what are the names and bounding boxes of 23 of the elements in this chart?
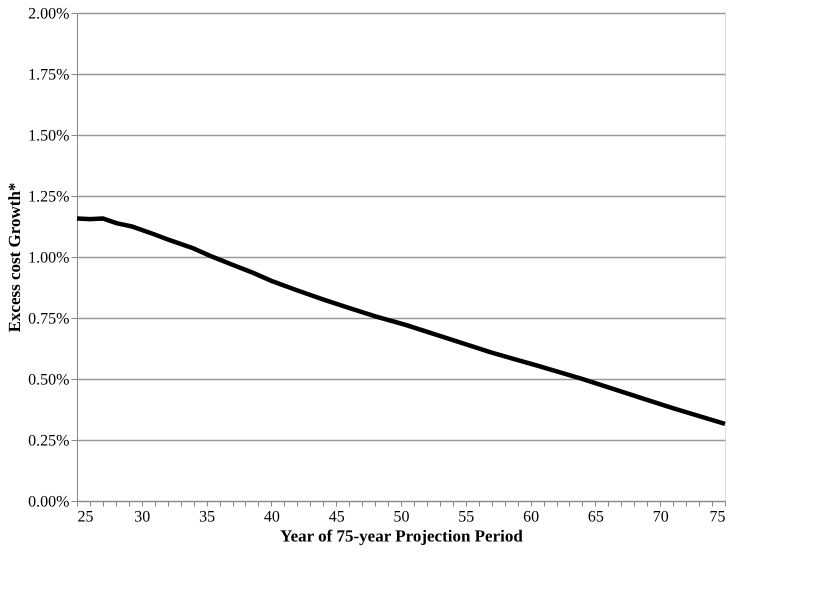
- y-tick-label: 0.00%: [28, 494, 70, 510]
- x-tick-label: 60: [523, 508, 540, 526]
- y-tick-label: 2.00%: [28, 6, 70, 22]
- line-series: [74, 216, 728, 426]
- x-tick-label: 75: [710, 508, 726, 526]
- y-tick-label: 0.25%: [28, 432, 70, 450]
- y-axis-title: Excess cost Growth*: [5, 182, 24, 332]
- x-tick-label: 50: [394, 508, 410, 526]
- y-tick-label: 1.00%: [28, 250, 70, 266]
- y-tick-label: 1.25%: [28, 188, 70, 206]
- y-tick-label: 1.75%: [28, 66, 70, 84]
- x-tick-label: 25: [78, 508, 94, 526]
- x-tick-label: 35: [199, 508, 216, 526]
- x-tick-label: 65: [588, 508, 604, 526]
- x-axis-title: Year of 75-year Projection Period: [280, 526, 524, 546]
- x-tick-label: 55: [458, 508, 474, 526]
- x-tick-label: 30: [134, 508, 150, 526]
- y-tick-label: 0.75%: [28, 310, 70, 328]
- x-tick-label: 40: [264, 508, 280, 526]
- y-tick-label: 0.50%: [28, 372, 70, 388]
- y-tick-label: 1.50%: [28, 128, 70, 144]
- x-tick-label: 45: [328, 508, 345, 526]
- x-tick-label: 70: [652, 508, 669, 526]
